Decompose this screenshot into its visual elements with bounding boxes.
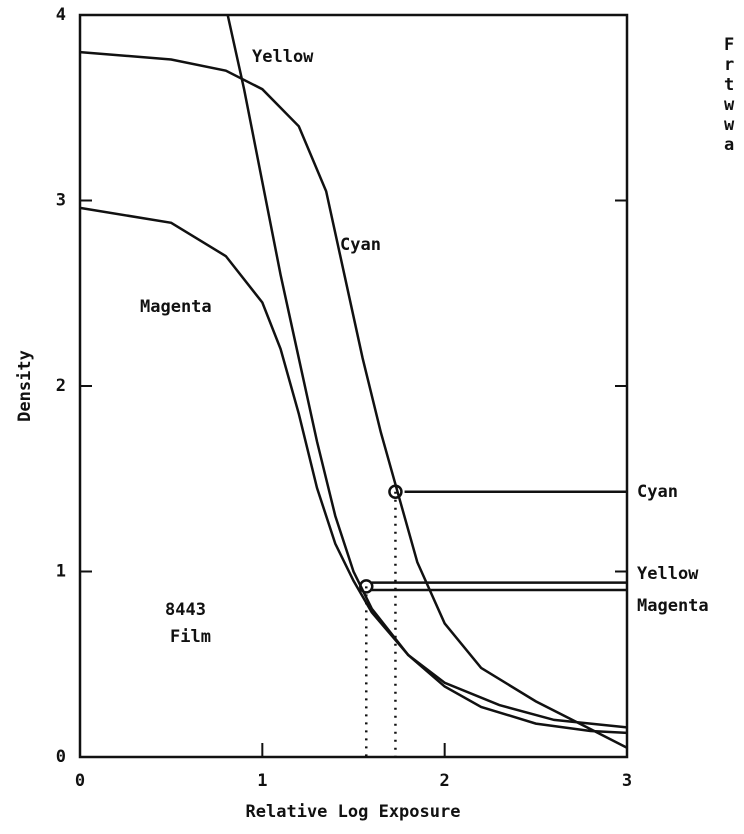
- curve-label: Cyan: [340, 235, 381, 255]
- curve-label: Yellow: [252, 47, 314, 67]
- level-label: Yellow: [637, 564, 699, 584]
- y-tick-label: 2: [56, 376, 66, 396]
- y-axis-label: Density: [15, 350, 35, 422]
- level-label: Magenta: [637, 596, 709, 616]
- x-tick-label: 1: [257, 771, 267, 791]
- plot-frame: [78, 13, 629, 759]
- curve: [79, 206, 628, 729]
- level-label: Cyan: [637, 482, 678, 502]
- y-tick-label: 1: [56, 562, 66, 582]
- curve: [79, 50, 628, 749]
- side-text: r: [724, 55, 734, 75]
- side-text: w: [724, 115, 735, 135]
- curve: [226, 14, 628, 735]
- annotation: Film: [170, 627, 211, 647]
- x-tick-label: 2: [440, 771, 450, 791]
- x-tick-label: 3: [622, 771, 632, 791]
- y-tick-label: 3: [56, 191, 66, 211]
- marker: [388, 484, 403, 499]
- curve-label: Magenta: [140, 297, 212, 317]
- side-text: t: [724, 75, 734, 95]
- x-axis-label: Relative Log Exposure: [246, 802, 461, 822]
- side-text: w: [724, 95, 735, 115]
- annotation: 8443: [165, 600, 206, 620]
- y-tick-label: 4: [56, 5, 66, 25]
- side-text: a: [724, 135, 734, 155]
- y-tick-label: 0: [56, 747, 66, 767]
- x-tick-label: 0: [75, 771, 85, 791]
- marker: [359, 579, 374, 594]
- side-text: F: [724, 35, 734, 55]
